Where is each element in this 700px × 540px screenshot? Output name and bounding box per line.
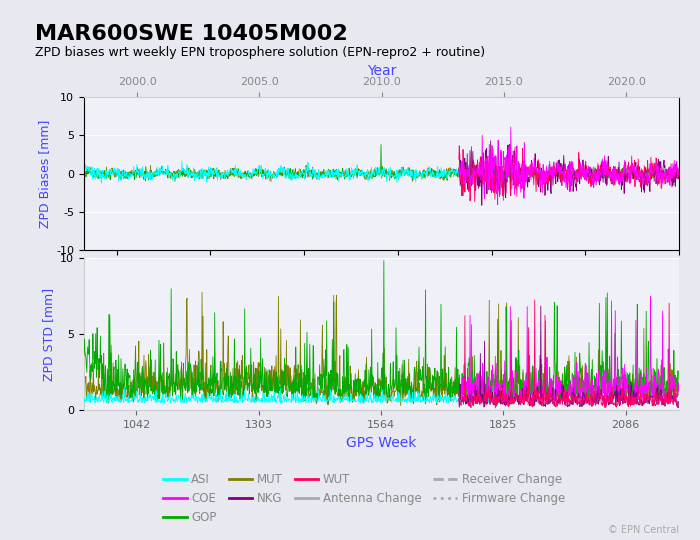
Text: © EPN Central: © EPN Central <box>608 524 679 535</box>
Legend: ASI, COE, GOP, MUT, NKG, WUT, Antenna Change, Receiver Change, Firmware Change: ASI, COE, GOP, MUT, NKG, WUT, Antenna Ch… <box>158 468 570 529</box>
Y-axis label: ZPD STD [mm]: ZPD STD [mm] <box>42 287 55 381</box>
Y-axis label: ZPD Biases [mm]: ZPD Biases [mm] <box>38 119 50 228</box>
Text: MAR600SWE 10405M002: MAR600SWE 10405M002 <box>35 24 348 44</box>
Text: ZPD biases wrt weekly EPN troposphere solution (EPN-repro2 + routine): ZPD biases wrt weekly EPN troposphere so… <box>35 46 485 59</box>
X-axis label: GPS Week: GPS Week <box>346 436 416 450</box>
X-axis label: Year: Year <box>367 64 396 78</box>
